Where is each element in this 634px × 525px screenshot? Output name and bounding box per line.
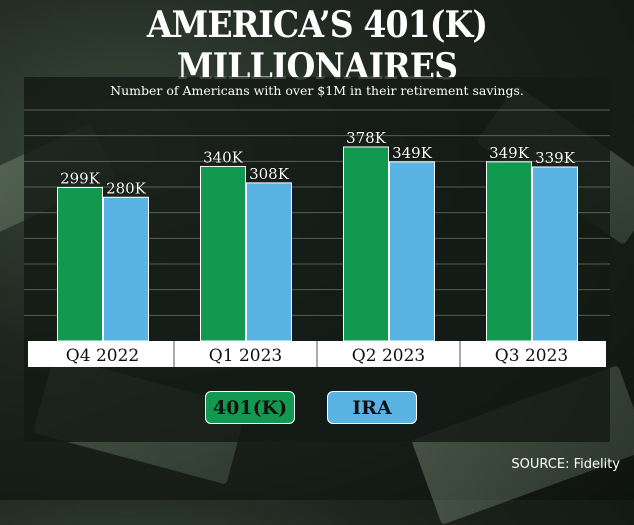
data-label: 378K — [346, 129, 387, 147]
data-label: 299K — [60, 170, 101, 188]
chart-subtitle: Number of Americans with over $1M in the… — [110, 83, 524, 98]
bar-401k — [486, 161, 532, 342]
legend-401k: 401(K) — [205, 391, 295, 424]
bar-ira — [532, 166, 578, 342]
data-label: 339K — [535, 149, 576, 167]
bar-401k — [343, 146, 389, 342]
data-label: 349K — [489, 144, 530, 162]
x-tick-label: Q4 2022 — [66, 346, 139, 366]
data-label: 340K — [203, 148, 244, 166]
bar-401k — [200, 165, 246, 342]
bar-ira — [246, 182, 292, 342]
bar-chart: Q4 2022 299K 280K Q1 2023 340K 308K Q2 2023 378… — [24, 109, 610, 367]
x-tick-label: Q2 2023 — [352, 346, 425, 366]
x-tick-label: Q3 2023 — [495, 346, 568, 366]
x-tick-label: Q1 2023 — [209, 346, 282, 366]
source-note: SOURCE: Fidelity — [511, 457, 620, 472]
chart-title: AMERICA’S 401(K) MILLIONAIRES — [146, 4, 488, 88]
bar-401k — [57, 187, 103, 342]
bar-ira — [103, 196, 149, 342]
data-label: 308K — [249, 165, 290, 183]
legend-ira: IRA — [327, 391, 417, 424]
data-label: 349K — [392, 144, 433, 162]
bar-ira — [389, 161, 435, 342]
data-label: 280K — [106, 179, 147, 197]
